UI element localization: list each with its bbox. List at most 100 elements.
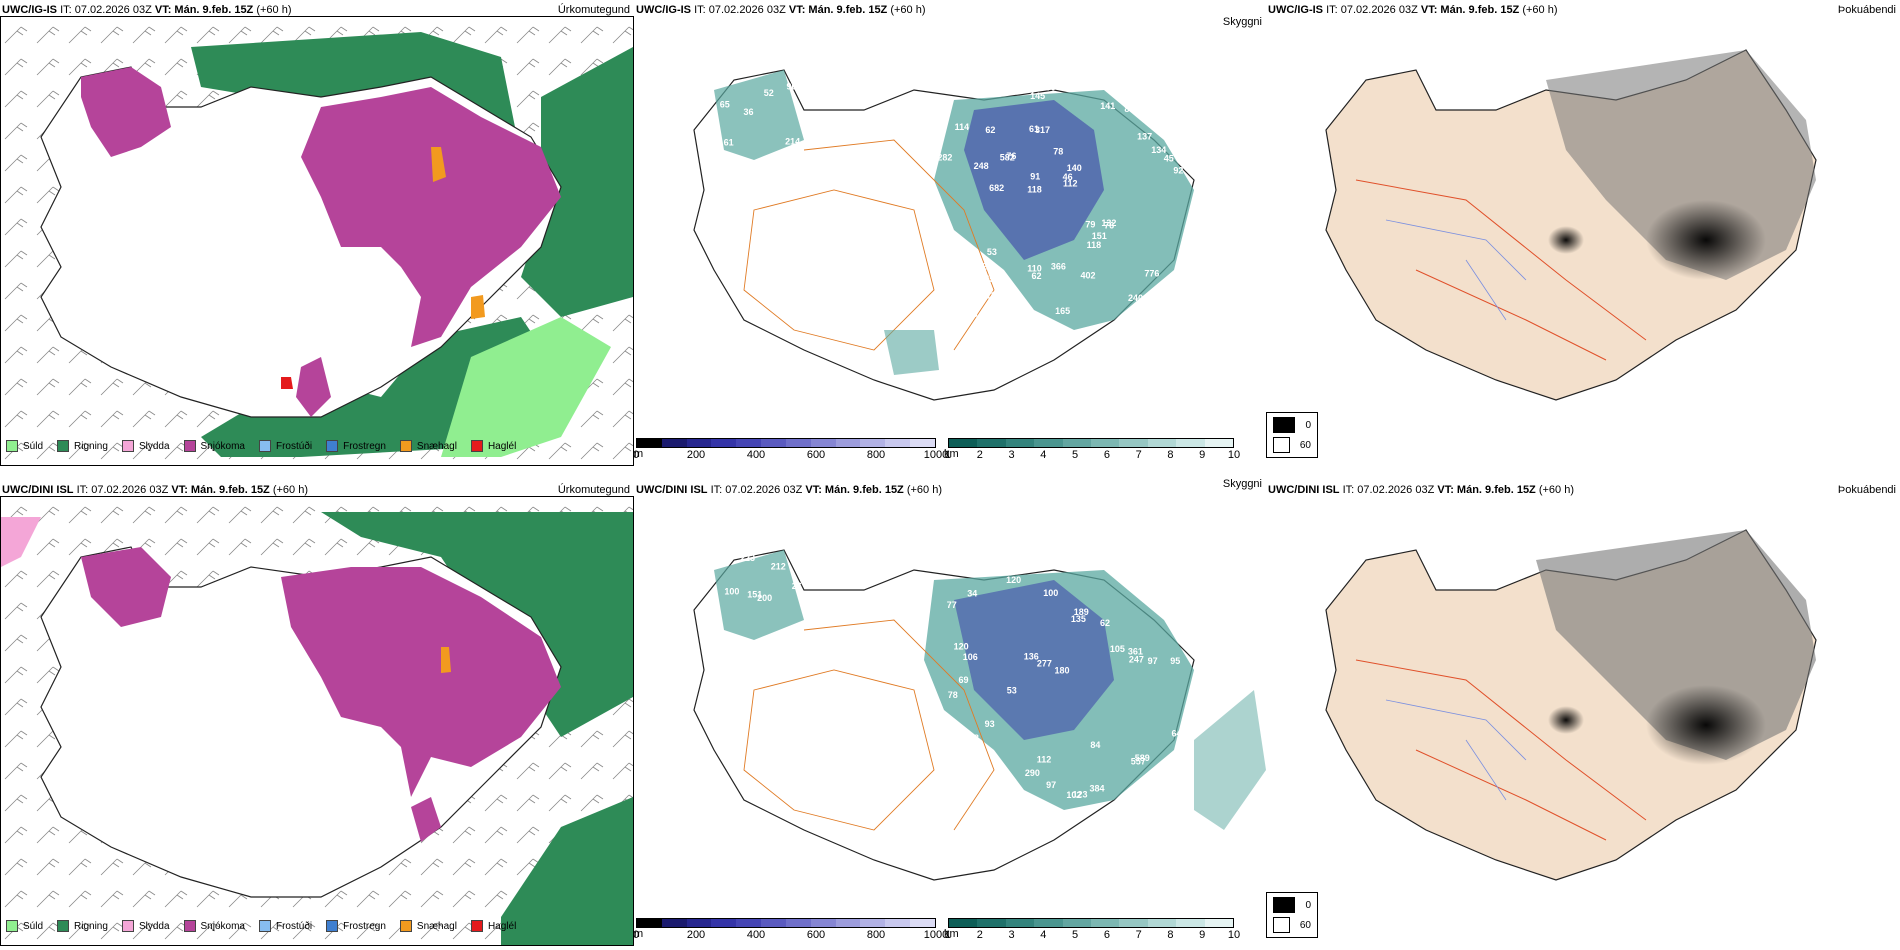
colorbar-swatch: [1062, 439, 1092, 447]
colorbar-tick: 1: [944, 449, 952, 461]
ceiling-label: 179: [952, 253, 967, 263]
ceiling-label: 100: [724, 586, 739, 596]
legend-label: Slydda: [138, 920, 170, 932]
hail-area: [281, 377, 293, 389]
precip-panel-top: UWC/IG-IS IT: 07.02.2026 03Z VT: Mán. 9.…: [0, 0, 634, 470]
ceiling-label: 62: [1100, 618, 1110, 628]
colorbar-tick: 1: [944, 929, 952, 941]
legend-label: Snæhagl: [416, 920, 457, 932]
snow-area-northeast: [301, 87, 561, 347]
precip-title-top: Úrkomutegund: [557, 4, 630, 16]
legend-swatch: [258, 440, 271, 452]
legend-label: Rigning: [74, 440, 108, 452]
rain-area-southeast: [501, 797, 633, 945]
lead-time: (+60 h): [1538, 484, 1575, 496]
colorbar-swatch: [661, 919, 687, 927]
legend-swatch: [121, 920, 134, 932]
colorbar-tick: 800: [866, 449, 886, 461]
ceiling-colorbar-swatches: [636, 918, 936, 928]
legend-swatch: [57, 440, 70, 452]
legend-item: Haglél: [470, 440, 516, 452]
colorbar-tick: 200: [686, 449, 706, 461]
legend-label: Snjókoma: [200, 440, 245, 452]
ceiling-label: 34: [967, 589, 977, 599]
colorbar-tick: 6: [1103, 449, 1110, 461]
ceiling-label: 53: [938, 730, 948, 740]
ceiling-label: 66: [944, 298, 954, 308]
ceiling-label: 240: [1128, 293, 1143, 303]
ceiling-label: 76: [1104, 221, 1114, 231]
init-time: IT: 07.02.2026 03Z: [710, 484, 803, 496]
fog-dense-area: [1646, 200, 1766, 280]
colorbar-swatch: [736, 919, 762, 927]
fog-key-swatch: [1273, 897, 1296, 913]
snow-area-northeast: [281, 567, 561, 797]
ceiling-label: 179: [979, 274, 994, 284]
river-network: [1385, 219, 1527, 321]
fog-key-label: 0: [1305, 899, 1311, 911]
road-network: [743, 189, 935, 351]
precip-map-bottom: [0, 496, 634, 946]
colorbar-tick: 0: [632, 449, 640, 461]
ceiling-label: 328: [1168, 106, 1183, 116]
colorbar-swatch: [785, 919, 811, 927]
ceiling-label: 277: [1037, 658, 1052, 668]
legend-item: Súld: [6, 440, 43, 452]
snow-area-westfjords: [81, 67, 171, 157]
ceiling-label: 64: [1172, 729, 1182, 739]
colorbar-swatch: [835, 919, 861, 927]
legend-label: Rigning: [74, 920, 108, 932]
colorbar-tick: 9: [1199, 449, 1206, 461]
colorbar-swatch: [977, 919, 1006, 927]
ceiling-label: 46: [1063, 172, 1073, 182]
low-ceiling-area: [954, 580, 1114, 740]
model-name: UWC/DINI ISL: [1268, 484, 1340, 496]
visibility-colorbar-top: 1 2 3 4 5 6 7 8 9 10: [944, 438, 1240, 462]
legend-item: Snæhagl: [399, 920, 457, 932]
colorbar-swatch: [661, 439, 687, 447]
visibility-unit: km: [944, 448, 959, 460]
model-name: UWC/DINI ISL: [2, 484, 74, 496]
legend-swatch: [399, 920, 412, 932]
lead-time: (+60 h): [256, 4, 292, 16]
legend-swatch: [57, 920, 70, 932]
visibility-colorbar-bottom: 1 2 3 4 5 6 7 8 9 10: [944, 918, 1240, 942]
ceiling-label: 92: [1173, 165, 1183, 175]
legend-item: Frostúði: [258, 920, 312, 932]
init-time: IT: 07.02.2026 03Z: [1342, 484, 1435, 496]
valid-time: Mán. 9.feb. 15Z: [824, 484, 904, 496]
colorbar-swatch: [736, 439, 762, 447]
precip-title-bottom: Úrkomutegund: [557, 484, 630, 496]
valid-time-label: VT:: [1420, 4, 1438, 16]
fog-key-swatch: [1273, 917, 1290, 933]
colorbar-swatch: [977, 439, 1006, 447]
colorbar-swatch: [637, 439, 662, 447]
ceiling-label: 123: [1073, 789, 1088, 799]
colorbar-swatch: [949, 919, 978, 927]
ceiling-label: 317: [1035, 125, 1050, 135]
visibility-colorbar-swatches: [948, 438, 1234, 448]
snow-area-westfjords: [81, 547, 171, 627]
colorbar-swatch: [810, 919, 836, 927]
river-network: [1385, 699, 1527, 801]
ceiling-label: 110: [951, 735, 966, 745]
colorbar-tick: 2: [976, 929, 983, 941]
lead-time: (+60 h): [272, 484, 309, 496]
visibility-colorbar-ticks: 1 2 3 4 5 6 7 8 9 10: [944, 448, 1240, 462]
colorbar-swatch: [1034, 919, 1063, 927]
ceiling-label: 114: [955, 122, 970, 132]
ceiling-label: 97: [1046, 780, 1056, 790]
colorbar-swatch: [761, 919, 786, 927]
fog-key-top: 0 60: [1266, 412, 1318, 458]
road-network: [1355, 179, 1647, 361]
fog-dense-area: [1548, 706, 1584, 734]
low-ceiling-area: [964, 100, 1104, 260]
ceiling-label: 45: [1164, 153, 1174, 163]
ceiling-colorbar-bottom: 0 200 400 600 800 1000: [633, 918, 948, 942]
colorbar-swatch: [860, 439, 886, 447]
ceiling-label: 327: [977, 262, 992, 272]
colorbar-tick: 3: [1008, 929, 1015, 941]
ceiling-label: 159: [955, 779, 970, 789]
legend-swatch: [6, 440, 18, 452]
ceiling-label: 112: [1037, 754, 1052, 764]
